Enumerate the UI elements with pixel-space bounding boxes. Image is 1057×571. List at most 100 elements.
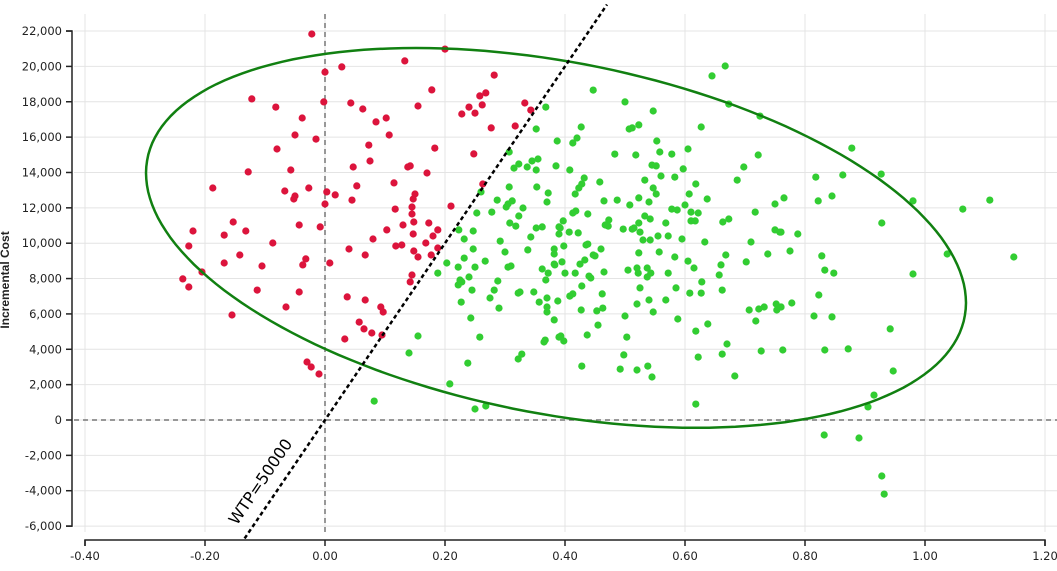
green-data-point (679, 165, 687, 173)
x-tick-label: 0.40 (552, 549, 578, 563)
green-data-point (731, 372, 739, 380)
red-data-point (185, 242, 193, 250)
red-data-point (479, 180, 487, 188)
green-data-point (723, 340, 731, 348)
red-data-point (385, 131, 393, 139)
red-data-point (287, 166, 295, 174)
red-data-point (478, 101, 486, 109)
red-data-point (295, 288, 303, 296)
green-data-point (740, 163, 748, 171)
red-data-point (348, 196, 356, 204)
green-data-point (635, 249, 643, 257)
green-data-point (646, 215, 654, 223)
green-data-point (701, 238, 709, 246)
wtp-threshold-line (243, 3, 609, 540)
y-tick-label: 8,000 (29, 272, 62, 286)
red-data-point (360, 325, 368, 333)
green-data-point (532, 166, 540, 174)
red-data-point (338, 63, 346, 71)
green-data-point (577, 123, 585, 131)
red-data-point (382, 114, 390, 122)
green-data-point (594, 321, 602, 329)
green-data-point (694, 353, 702, 361)
y-axis-label: Incremental Cost (0, 231, 12, 328)
green-data-point (553, 137, 561, 145)
axes: -6,000 -4,000 -2,000 0 2,000 4,000 6,000 8,000 1… (22, 24, 1057, 563)
green-data-point (561, 269, 569, 277)
green-data-point (600, 268, 608, 276)
green-data-point (664, 232, 672, 240)
green-data-point (715, 271, 723, 279)
green-data-point (577, 306, 585, 314)
red-data-point (347, 99, 355, 107)
green-data-point (621, 312, 629, 320)
red-data-point (447, 202, 455, 210)
green-data-point (648, 373, 656, 381)
green-data-point (653, 137, 661, 145)
y-tick-label: 6,000 (29, 307, 62, 321)
green-data-point (405, 349, 413, 357)
red-data-point (321, 200, 329, 208)
red-data-point (349, 163, 357, 171)
green-data-point (542, 276, 550, 284)
red-data-point (414, 102, 422, 110)
green-data-point (574, 229, 582, 237)
green-data-point (604, 222, 612, 230)
x-tick-label: 1.20 (1032, 549, 1057, 563)
y-tick-label: 20,000 (22, 59, 62, 73)
green-data-point (649, 308, 657, 316)
green-data-point (488, 208, 496, 216)
red-data-point (361, 251, 369, 259)
green-data-point (538, 223, 546, 231)
green-data-point (596, 178, 604, 186)
green-data-point (550, 245, 558, 253)
green-data-point (616, 365, 624, 373)
green-data-point (457, 298, 465, 306)
green-data-point (443, 259, 451, 267)
green-data-point (760, 303, 768, 311)
y-tick-label: 22,000 (22, 24, 62, 38)
red-data-point (401, 57, 409, 65)
y-tick-label: 12,000 (22, 201, 62, 215)
green-data-point (578, 282, 586, 290)
green-data-point (671, 253, 679, 261)
green-data-point (481, 257, 489, 265)
red-data-point (490, 71, 498, 79)
red-data-point (220, 231, 228, 239)
x-tick-label: 0.60 (672, 549, 698, 563)
green-data-point (543, 308, 551, 316)
y-tick-label: 10,000 (22, 236, 62, 250)
green-data-point (943, 250, 951, 258)
green-data-point (641, 212, 649, 220)
green-data-point (886, 325, 894, 333)
green-data-point (460, 254, 468, 262)
red-data-point (272, 103, 280, 111)
green-data-point (645, 296, 653, 304)
green-data-point (814, 197, 822, 205)
red-data-point (409, 195, 417, 203)
green-data-point (524, 246, 532, 254)
red-data-point (391, 205, 399, 213)
green-data-point (668, 205, 676, 213)
green-data-point (554, 297, 562, 305)
green-data-point (830, 269, 838, 277)
green-data-point (645, 198, 653, 206)
x-tick-label: -0.40 (70, 549, 100, 563)
red-data-point (242, 227, 250, 235)
green-data-point (620, 351, 628, 359)
green-data-point (455, 226, 463, 234)
red-data-point (423, 169, 431, 177)
red-data-point (321, 68, 329, 76)
green-data-point (584, 210, 592, 218)
green-data-point (697, 123, 705, 131)
green-data-point (828, 192, 836, 200)
red-data-point (308, 30, 316, 38)
green-data-point (757, 347, 765, 355)
green-data-point (628, 124, 636, 132)
green-data-point (530, 288, 538, 296)
green-data-point (605, 216, 613, 224)
zero-reference-lines (74, 14, 1057, 532)
y-tick-label: -2,000 (25, 448, 62, 462)
green-data-point (571, 190, 579, 198)
green-data-point (565, 228, 573, 236)
